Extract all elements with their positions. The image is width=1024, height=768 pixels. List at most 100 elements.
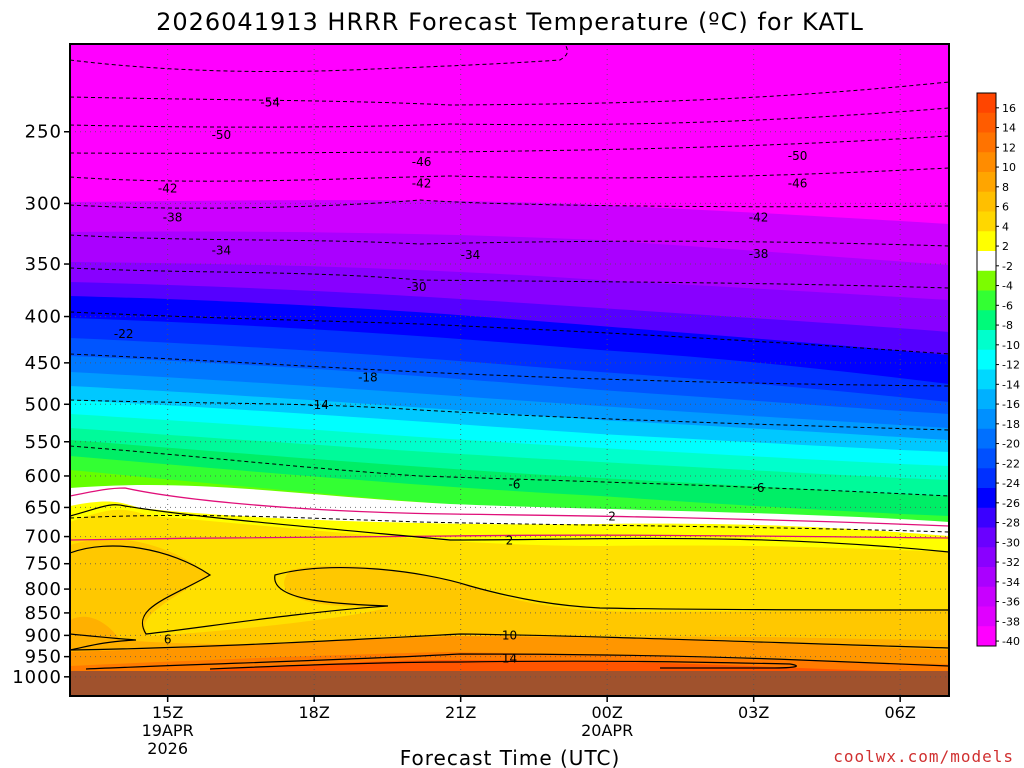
contour-label: -14 [309,398,329,412]
plot-frame [69,43,950,697]
colorbar-level-label: -36 [1002,596,1020,609]
contour-label: -50 [788,149,808,163]
contour-label: 2 [506,533,514,547]
colorbar-swatch [977,330,996,351]
colorbar-swatch [977,270,996,291]
contour-label: -50 [212,128,232,142]
y-tick-label: 750 [25,554,62,575]
contour-labels: -54 -50 -50 -46 -46 -42 -42 -42 -38 -38 -34 -34 -30 -… [114,95,808,665]
colorbar-swatch [977,152,996,173]
contour-line [70,633,949,651]
colorbar-swatch [977,606,996,627]
colorbar-swatch [977,93,996,114]
colorbar-level-label: -18 [1002,418,1020,431]
colorbar-level-label: -32 [1002,556,1020,569]
credit-text: coolwx.com/models [833,747,1014,766]
colorbar-level-label: -30 [1002,536,1020,549]
colorbar-swatch [977,409,996,430]
colorbar-swatch [977,527,996,548]
colorbar-level-label: -16 [1002,398,1020,411]
contour-label: 14 [502,651,517,665]
colorbar-swatch [977,310,996,331]
y-tick-label: 550 [25,432,62,453]
colorbar: 16 14 12 10 8 6 4 2 -2 -4 -6 -8 -10 -12 -14 -16 -18 -20 -2… [976,92,1020,648]
colorbar-swatch [977,567,996,588]
contour-label: -38 [749,247,769,261]
colorbar-swatch [977,626,996,647]
colorbar-level-label: -6 [1002,299,1013,312]
contour-label: -42 [412,176,432,190]
colorbar-level-label: 8 [1002,181,1009,194]
contour-label: -34 [212,243,232,257]
contour-label: -38 [163,211,183,225]
colorbar-swatch [977,468,996,489]
colorbar-swatch [977,112,996,133]
colorbar-swatch [977,132,996,153]
solid-contours [70,504,949,670]
colorbar-swatch [977,586,996,607]
contour-label: -42 [158,182,178,196]
x-tick-date: 19APR [142,721,194,740]
colorbar-level-label: -4 [1002,280,1013,293]
y-tick-label: 250 [25,122,62,143]
ground-below-surface [70,671,949,696]
contour-lines [70,44,949,533]
colorbar-swatch [977,547,996,568]
y-tick-label: 350 [25,254,62,275]
colorbar-level-label: -10 [1002,339,1020,352]
colorbar-level-label: -12 [1002,359,1020,372]
colorbar-swatch [977,211,996,232]
x-tick-label: 15Z [152,703,183,722]
contour-line [85,653,949,670]
colorbar-level-label: -14 [1002,378,1020,391]
colorbar-swatch [977,369,996,390]
contour-line-zero-lower [70,534,949,541]
colorbar-level-label: -24 [1002,477,1020,490]
x-tick-label: 03Z [738,703,769,722]
contour-label: -54 [260,95,280,109]
colorbar-swatch [977,172,996,193]
colorbar-level-label: -28 [1002,517,1020,530]
contour-label: -22 [114,327,134,341]
y-tick-label: 600 [25,466,62,487]
x-tick-label: 18Z [299,703,330,722]
colorbar-swatch [977,251,996,272]
colorbar-level-label: -20 [1002,438,1020,451]
contour-label: -6 [508,477,520,491]
y-tick-label: 1000 [12,667,62,688]
x-tick-label: 06Z [885,703,916,722]
colorbar-level-label: 2 [1002,240,1009,253]
colorbar-level-label: -22 [1002,457,1020,470]
x-tick-year: 2026 [147,739,188,758]
chart-title: 2026041913 HRRR Forecast Temperature (ºC… [156,8,864,36]
colorbar-level-label: 16 [1002,102,1016,115]
y-tick-label: 850 [25,603,62,624]
contour-label: -34 [461,248,481,262]
colorbar-swatch [977,389,996,410]
y-tick-label: 900 [25,625,62,646]
colorbar-swatch [977,488,996,509]
colorbar-swatch [977,507,996,528]
colorbar-level-label: -40 [1002,635,1020,648]
colorbar-swatch [977,290,996,311]
y-tick-label: 400 [25,307,62,328]
colorbar-level-label: 14 [1002,122,1016,135]
colorbar-level-label: -2 [1002,260,1013,273]
contour-label: -42 [749,211,769,225]
contour-label: -6 [753,481,765,495]
y-tick-label: 700 [25,527,62,548]
x-axis-label: Forecast Time (UTC) [400,746,621,768]
colorbar-level-label: -26 [1002,497,1020,510]
y-tick-label: 950 [25,647,62,668]
contour-label: -46 [412,155,432,169]
contour-line [70,504,949,553]
y-axis: 2503003504004505005506006507007508008509… [12,122,70,688]
colorbar-swatch [977,428,996,449]
contour-label: -30 [407,280,427,294]
contour-label: 6 [164,633,172,647]
colorbar-level-label: 10 [1002,161,1016,174]
contour-line [70,545,949,635]
colorbar-level-label: 4 [1002,220,1009,233]
colorbar-level-label: -38 [1002,615,1020,628]
